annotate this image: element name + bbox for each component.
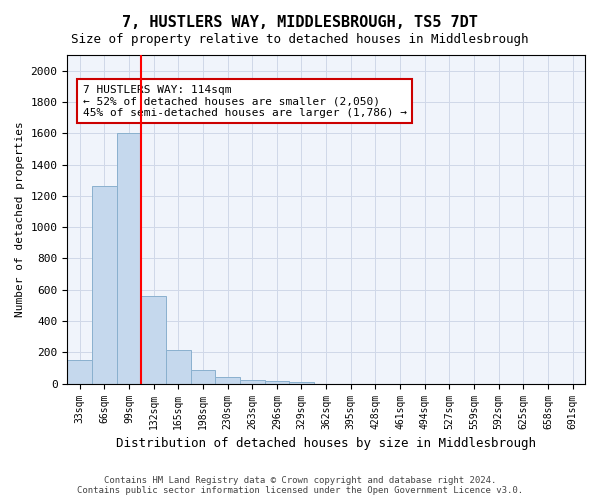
Bar xyxy=(240,380,265,384)
Text: Size of property relative to detached houses in Middlesbrough: Size of property relative to detached ho… xyxy=(71,32,529,46)
Text: 7 HUSTLERS WAY: 114sqm
← 52% of detached houses are smaller (2,050)
45% of semi-: 7 HUSTLERS WAY: 114sqm ← 52% of detached… xyxy=(83,84,407,118)
Bar xyxy=(116,134,141,384)
Bar xyxy=(67,360,92,384)
Bar xyxy=(191,370,215,384)
X-axis label: Distribution of detached houses by size in Middlesbrough: Distribution of detached houses by size … xyxy=(116,437,536,450)
Bar xyxy=(289,382,314,384)
Y-axis label: Number of detached properties: Number of detached properties xyxy=(15,122,25,317)
Bar xyxy=(141,296,166,384)
Bar xyxy=(92,186,116,384)
Text: 7, HUSTLERS WAY, MIDDLESBROUGH, TS5 7DT: 7, HUSTLERS WAY, MIDDLESBROUGH, TS5 7DT xyxy=(122,15,478,30)
Bar xyxy=(166,350,191,384)
Bar xyxy=(215,376,240,384)
Text: Contains HM Land Registry data © Crown copyright and database right 2024.
Contai: Contains HM Land Registry data © Crown c… xyxy=(77,476,523,495)
Bar xyxy=(265,382,289,384)
